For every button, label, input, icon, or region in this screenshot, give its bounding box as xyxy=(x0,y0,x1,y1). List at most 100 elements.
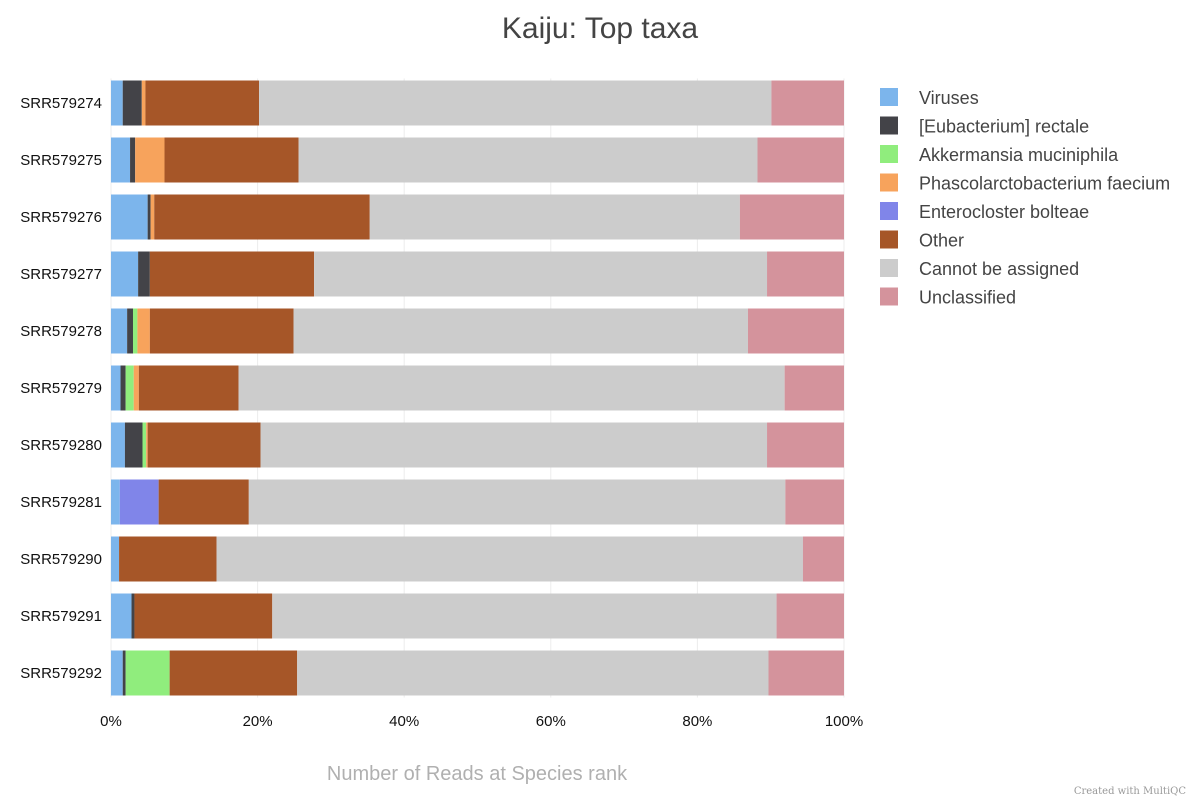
bar-segment-SRR579291-1[interactable] xyxy=(131,593,135,639)
bar-segment-SRR579274-7[interactable] xyxy=(771,80,844,126)
legend-label: Cannot be assigned xyxy=(919,259,1079,279)
category-label: SRR579277 xyxy=(20,266,102,283)
x-tick-label: 60% xyxy=(536,713,566,730)
legend-item[interactable]: [Eubacterium] rectale xyxy=(880,116,1089,137)
bar-segment-SRR579279-0[interactable] xyxy=(111,365,121,411)
bar-segment-SRR579276-5[interactable] xyxy=(154,194,370,240)
bar-segment-SRR579279-1[interactable] xyxy=(120,365,126,411)
legend-item[interactable]: Akkermansia muciniphila xyxy=(880,145,1119,165)
bar-segment-SRR579278-5[interactable] xyxy=(149,308,294,354)
legend-swatch xyxy=(880,145,898,163)
bar-segment-SRR579279-2[interactable] xyxy=(125,365,134,411)
bar-segment-SRR579292-2[interactable] xyxy=(125,650,170,696)
bar-segment-SRR579279-3[interactable] xyxy=(133,365,139,411)
bar-segment-SRR579280-1[interactable] xyxy=(124,422,143,468)
bar-segment-SRR579277-5[interactable] xyxy=(149,251,315,297)
bar-segment-SRR579290-5[interactable] xyxy=(119,536,217,582)
bar-segment-SRR579278-3[interactable] xyxy=(137,308,150,354)
bar-segment-SRR579276-7[interactable] xyxy=(739,194,844,240)
bar-segment-SRR579279-5[interactable] xyxy=(138,365,239,411)
bar-segment-SRR579278-0[interactable] xyxy=(111,308,128,354)
legend-item[interactable]: Cannot be assigned xyxy=(880,259,1079,279)
bar-segment-SRR579275-7[interactable] xyxy=(757,137,844,183)
bar-segment-SRR579280-3[interactable] xyxy=(146,422,148,468)
x-axis-title: Number of Reads at Species rank xyxy=(327,763,628,785)
category-label: SRR579274 xyxy=(20,95,102,112)
bar-segment-SRR579280-5[interactable] xyxy=(147,422,261,468)
bar-segment-SRR579292-7[interactable] xyxy=(768,650,844,696)
legend-swatch xyxy=(880,287,898,306)
legend-label: Akkermansia muciniphila xyxy=(919,145,1119,165)
category-label: SRR579278 xyxy=(20,323,102,340)
bar-segment-SRR579292-1[interactable] xyxy=(122,650,126,696)
bar-segment-SRR579278-1[interactable] xyxy=(127,308,133,354)
bar-segment-SRR579280-0[interactable] xyxy=(111,422,125,468)
legend[interactable]: Viruses [Eubacterium] rectale Akkermansia … xyxy=(880,88,1170,308)
legend-swatch xyxy=(880,173,898,192)
bar-segment-SRR579290-0[interactable] xyxy=(111,536,120,582)
bar-segment-SRR579291-0[interactable] xyxy=(111,593,132,639)
legend-label: Other xyxy=(919,231,964,251)
bar-segment-SRR579276-6[interactable] xyxy=(369,194,740,240)
bar-segment-SRR579281-6[interactable] xyxy=(248,479,786,525)
legend-item[interactable]: Phascolarctobacterium faecium xyxy=(880,173,1170,194)
bar-segment-SRR579275-0[interactable] xyxy=(111,137,131,183)
bar-segment-SRR579291-5[interactable] xyxy=(134,593,273,639)
legend-swatch xyxy=(880,88,898,106)
bar-segment-SRR579280-2[interactable] xyxy=(142,422,147,468)
legend-item[interactable]: Enterocloster bolteae xyxy=(880,202,1089,222)
bar-segment-SRR579290-6[interactable] xyxy=(216,536,803,582)
legend-item[interactable]: Unclassified xyxy=(880,287,1016,308)
bar-segment-SRR579274-5[interactable] xyxy=(145,80,260,126)
x-tick-label: 100% xyxy=(825,713,863,730)
bar-segment-SRR579279-6[interactable] xyxy=(238,365,785,411)
bar-segment-SRR579281-5[interactable] xyxy=(158,479,249,525)
bar-segment-SRR579280-6[interactable] xyxy=(260,422,768,468)
bar-segment-SRR579290-7[interactable] xyxy=(802,536,844,582)
bar-segment-SRR579274-1[interactable] xyxy=(122,80,142,126)
bar-segment-SRR579275-1[interactable] xyxy=(130,137,136,183)
bar-segment-SRR579280-7[interactable] xyxy=(767,422,844,468)
bar-segment-SRR579274-3[interactable] xyxy=(141,80,146,126)
legend-swatch xyxy=(880,230,898,249)
legend-label: Phascolarctobacterium faecium xyxy=(919,174,1170,194)
x-tick-label: 40% xyxy=(389,713,419,730)
bar-segment-SRR579276-1[interactable] xyxy=(147,194,151,240)
bar-segments[interactable] xyxy=(111,80,844,696)
legend-label: Unclassified xyxy=(919,288,1016,308)
legend-swatch xyxy=(880,259,898,277)
bar-segment-SRR579281-7[interactable] xyxy=(785,479,844,525)
x-tick-label: 80% xyxy=(682,713,712,730)
bar-segment-SRR579275-6[interactable] xyxy=(298,137,758,183)
bar-segment-SRR579292-5[interactable] xyxy=(169,650,298,696)
bar-segment-SRR579277-7[interactable] xyxy=(767,251,844,297)
bar-segment-SRR579292-6[interactable] xyxy=(297,650,769,696)
bar-segment-SRR579281-4[interactable] xyxy=(119,479,159,525)
legend-item[interactable]: Viruses xyxy=(880,88,979,108)
credit-text[interactable]: Created with MultiQC xyxy=(1074,786,1187,797)
bar-segment-SRR579276-0[interactable] xyxy=(111,194,148,240)
bar-segment-SRR579281-0[interactable] xyxy=(111,479,120,525)
category-label: SRR579279 xyxy=(20,380,102,397)
bar-segment-SRR579275-3[interactable] xyxy=(135,137,165,183)
category-label: SRR579290 xyxy=(20,551,102,568)
bar-segment-SRR579277-1[interactable] xyxy=(138,251,150,297)
bar-segment-SRR579291-7[interactable] xyxy=(776,593,844,639)
bar-segment-SRR579279-7[interactable] xyxy=(784,365,844,411)
bar-segment-SRR579276-3[interactable] xyxy=(150,194,155,240)
legend-label: Viruses xyxy=(919,88,979,108)
category-labels: SRR579274 SRR579275 SRR579276 SRR579277 SRR5… xyxy=(20,95,102,682)
bar-segment-SRR579277-6[interactable] xyxy=(314,251,768,297)
bar-segment-SRR579274-6[interactable] xyxy=(259,80,772,126)
bar-segment-SRR579278-7[interactable] xyxy=(747,308,844,354)
bar-segment-SRR579274-0[interactable] xyxy=(111,80,123,126)
bar-segment-SRR579278-2[interactable] xyxy=(132,308,138,354)
legend-item[interactable]: Other xyxy=(880,230,964,251)
bar-segment-SRR579291-6[interactable] xyxy=(272,593,777,639)
bar-segment-SRR579275-5[interactable] xyxy=(164,137,299,183)
bar-segment-SRR579292-0[interactable] xyxy=(111,650,123,696)
category-label: SRR579276 xyxy=(20,209,102,226)
bar-segment-SRR579278-6[interactable] xyxy=(293,308,748,354)
bar-segment-SRR579277-0[interactable] xyxy=(111,251,139,297)
